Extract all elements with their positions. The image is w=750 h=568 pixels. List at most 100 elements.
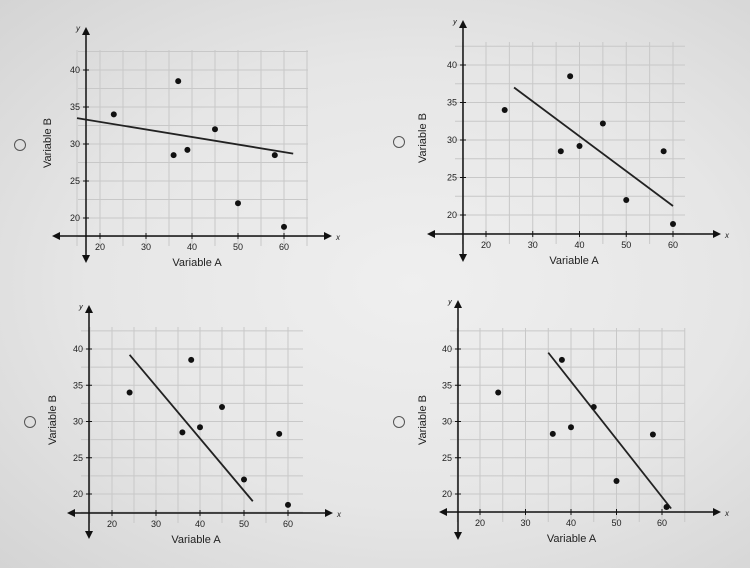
y-axis-name: y — [447, 300, 453, 306]
data-point — [285, 501, 291, 508]
trend-line — [76, 117, 294, 155]
data-point — [126, 389, 133, 396]
trend-line — [547, 352, 672, 510]
trend-line — [513, 86, 674, 207]
data-point — [663, 504, 670, 511]
y-axis-arrow-down — [85, 531, 93, 539]
data-point — [276, 430, 283, 437]
x-axis-arrow-left — [52, 232, 60, 240]
y-tick-label: 25 — [70, 176, 80, 186]
data-point — [271, 152, 278, 159]
x-tick-label: 20 — [107, 519, 117, 529]
data-point — [567, 73, 574, 80]
data-point — [175, 78, 182, 85]
x-axis-name: x — [724, 509, 730, 518]
x-tick-label: 30 — [528, 240, 538, 250]
y-axis-arrow-up — [82, 27, 90, 35]
x-axis-arrow-right — [713, 230, 721, 238]
answer-option-1-radio[interactable] — [14, 139, 26, 151]
data-point — [501, 107, 508, 113]
y-axis-name: y — [452, 20, 458, 26]
data-point — [179, 429, 186, 436]
y-tick-label: 35 — [442, 380, 452, 390]
y-axis-title: Variable B — [42, 118, 54, 168]
data-point — [197, 424, 203, 431]
x-tick-label: 20 — [475, 518, 485, 528]
y-tick-label: 30 — [442, 417, 452, 427]
data-point — [576, 143, 583, 149]
y-tick-label: 40 — [73, 344, 83, 354]
y-tick-label: 35 — [447, 98, 457, 108]
x-axis-arrow-left — [439, 508, 447, 516]
y-tick-label: 20 — [447, 210, 457, 220]
x-tick-label: 60 — [668, 240, 678, 250]
y-axis-arrow-down — [454, 532, 462, 540]
x-tick-label: 20 — [481, 240, 491, 250]
x-axis-arrow-right — [713, 508, 721, 516]
data-point — [495, 389, 502, 396]
x-tick-label: 40 — [195, 519, 205, 529]
scatter-plot-1: x y 20 30 40 50 60 20 25 30 35 40 Variable A Variable… — [42, 25, 341, 269]
y-axis-name: y — [78, 305, 84, 311]
data-point — [660, 148, 667, 155]
x-tick-label: 60 — [657, 518, 667, 528]
y-tick-label: 40 — [70, 65, 80, 75]
x-tick-label: 30 — [141, 242, 151, 252]
y-tick-label: 20 — [73, 489, 83, 499]
trend-line — [128, 354, 254, 502]
answer-option-3-radio[interactable] — [24, 416, 36, 428]
y-axis-title: Variable B — [47, 395, 59, 445]
x-axis-title: Variable A — [172, 257, 222, 269]
y-tick-label: 30 — [73, 417, 83, 427]
data-point — [549, 430, 556, 437]
x-axis-arrow-left — [427, 230, 435, 238]
y-axis-arrow-up — [85, 305, 93, 313]
answer-option-2-radio[interactable] — [393, 136, 405, 148]
x-tick-label: 50 — [239, 519, 249, 529]
x-axis-title: Variable A — [547, 533, 597, 545]
x-axis-name: x — [724, 231, 730, 240]
y-tick-label: 35 — [70, 102, 80, 112]
data-point — [649, 431, 656, 438]
y-tick-label: 25 — [442, 453, 452, 463]
y-tick-label: 25 — [447, 173, 457, 183]
x-tick-label: 50 — [233, 242, 243, 252]
x-tick-label: 60 — [283, 519, 293, 529]
data-point — [235, 200, 241, 207]
y-tick-label: 30 — [70, 139, 80, 149]
data-point — [670, 221, 676, 227]
data-point — [568, 424, 574, 431]
data-point — [110, 111, 117, 118]
data-point — [558, 356, 565, 363]
data-point — [623, 197, 630, 203]
y-tick-label: 25 — [73, 453, 83, 463]
y-tick-label: 40 — [442, 344, 452, 354]
x-tick-label: 50 — [621, 240, 631, 250]
x-tick-label: 40 — [574, 240, 584, 250]
x-axis-arrow-right — [324, 232, 332, 240]
data-point — [557, 148, 564, 155]
y-tick-label: 30 — [447, 135, 457, 145]
y-axis-arrow-down — [82, 255, 90, 263]
x-tick-label: 30 — [151, 519, 161, 529]
x-tick-label: 20 — [95, 242, 105, 252]
x-axis-arrow-right — [325, 509, 333, 517]
data-point — [590, 404, 597, 410]
x-axis-title: Variable A — [549, 255, 599, 267]
scatter-plot-3: x y 20 30 40 50 60 20 25 30 35 40 Variable A Variable… — [47, 305, 342, 546]
x-tick-label: 30 — [520, 518, 530, 528]
data-point — [170, 152, 177, 159]
data-point — [241, 476, 247, 483]
data-point — [184, 146, 191, 153]
y-tick-label: 20 — [70, 213, 80, 223]
data-point — [219, 404, 225, 410]
scatter-plot-2: x y 20 30 40 50 60 20 25 30 35 40 Variable A Variable… — [417, 20, 730, 267]
x-axis-arrow-left — [67, 509, 75, 517]
x-axis-name: x — [336, 510, 342, 519]
data-point — [613, 477, 620, 484]
x-axis-title: Variable A — [171, 534, 221, 546]
x-tick-label: 60 — [279, 242, 289, 252]
answer-option-4-radio[interactable] — [393, 416, 405, 428]
data-point — [281, 223, 287, 230]
